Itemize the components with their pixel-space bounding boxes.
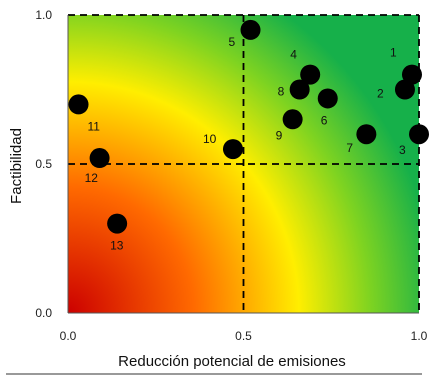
scatter-point-1 <box>401 64 422 85</box>
point-label-1: 1 <box>390 46 397 60</box>
scatter-point-7 <box>356 124 377 145</box>
point-label-4: 4 <box>290 48 297 62</box>
scatter-point-2 <box>394 79 415 100</box>
plot-axes <box>67 15 419 314</box>
x-tick-label: 0.0 <box>60 329 77 343</box>
threshold-lines <box>68 14 420 313</box>
point-label-2: 2 <box>377 87 384 101</box>
point-label-10: 10 <box>203 132 217 146</box>
y-axis-title: Factibilidad <box>8 128 25 204</box>
point-label-3: 3 <box>399 143 406 157</box>
x-axis-title: Reducción potencial de emisiones <box>118 353 346 370</box>
y-tick-label: 0.0 <box>35 306 52 320</box>
x-tick-label: 1.0 <box>411 329 428 343</box>
y-tick-label: 0.5 <box>35 157 52 171</box>
x-tick-label: 0.5 <box>235 329 252 343</box>
scatter-point-12 <box>89 148 110 169</box>
scatter-point-3 <box>409 124 429 145</box>
point-label-7: 7 <box>346 141 353 155</box>
point-label-11: 11 <box>88 119 101 133</box>
point-label-5: 5 <box>229 35 236 49</box>
point-label-6: 6 <box>321 113 328 127</box>
scatter-point-9 <box>282 109 303 130</box>
y-tick-label: 1.0 <box>35 8 52 22</box>
point-label-13: 13 <box>110 239 124 253</box>
y-tick-labels: 0.0 0.5 1.0 <box>35 8 52 320</box>
point-label-9: 9 <box>276 128 283 142</box>
scatter-point-13 <box>107 213 128 234</box>
x-tick-labels: 0.0 0.5 1.0 <box>60 329 428 343</box>
scatter-point-11 <box>68 94 89 115</box>
scatter-point-10 <box>222 139 243 160</box>
point-label-8: 8 <box>278 85 285 99</box>
point-label-12: 12 <box>85 171 99 185</box>
scatter-point-6 <box>317 88 338 109</box>
scatter-point-8 <box>289 79 310 100</box>
scatter-point-5 <box>240 19 261 40</box>
scatter-point-4 <box>300 64 321 85</box>
